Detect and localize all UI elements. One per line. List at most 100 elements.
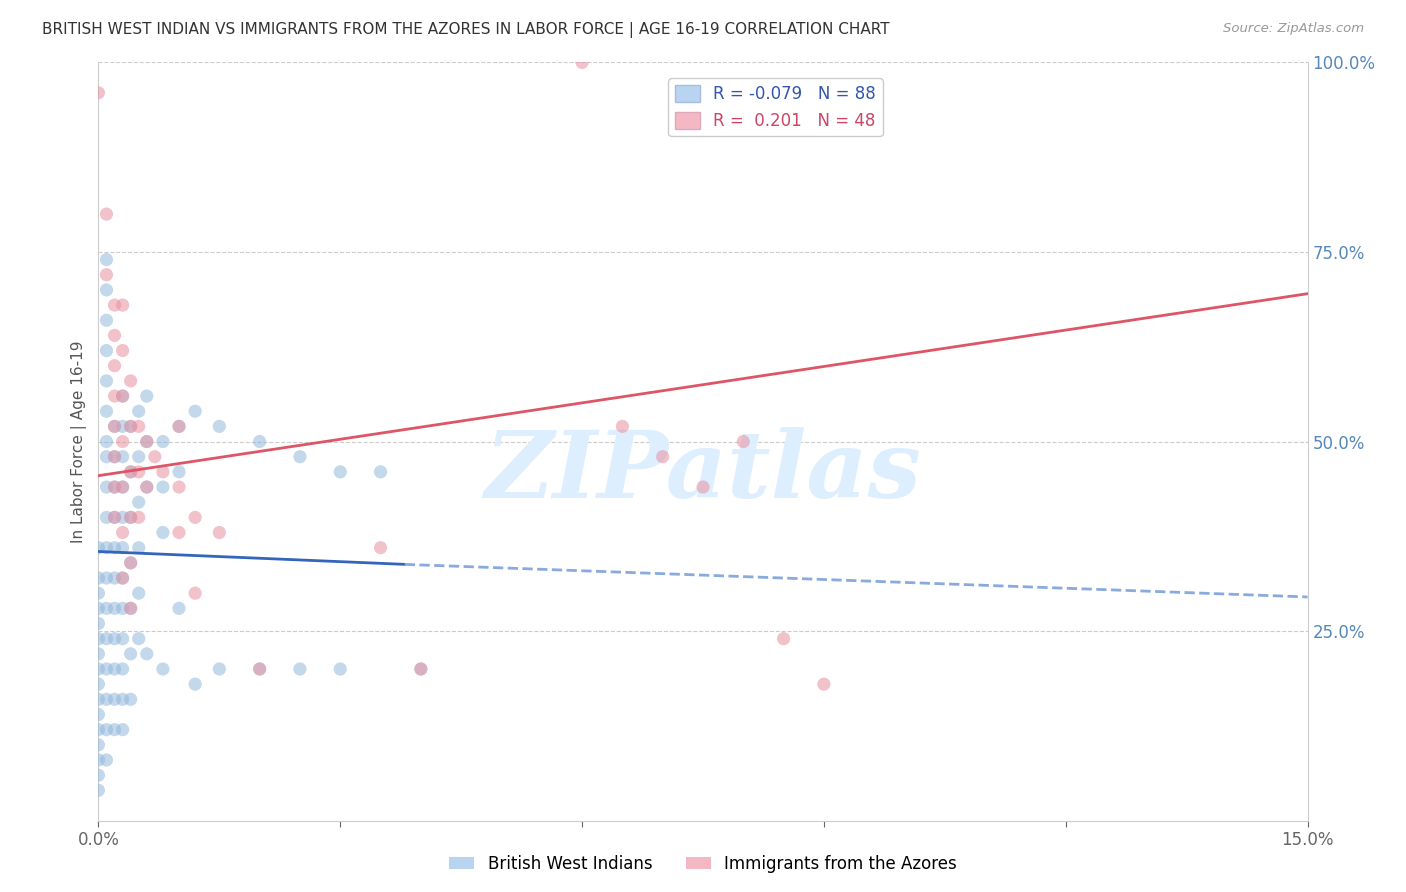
Point bbox=[103, 510, 125, 524]
Point bbox=[152, 480, 174, 494]
Point bbox=[208, 419, 231, 434]
Point bbox=[96, 252, 118, 267]
Point bbox=[103, 541, 125, 555]
Point bbox=[571, 55, 593, 70]
Point bbox=[103, 328, 125, 343]
Point bbox=[103, 450, 125, 464]
Point bbox=[96, 313, 118, 327]
Point bbox=[87, 662, 110, 676]
Point bbox=[87, 738, 110, 752]
Point bbox=[111, 525, 134, 540]
Point bbox=[96, 434, 118, 449]
Point bbox=[111, 571, 134, 585]
Point bbox=[772, 632, 794, 646]
Point bbox=[111, 692, 134, 706]
Point bbox=[249, 434, 271, 449]
Point bbox=[96, 510, 118, 524]
Point bbox=[128, 510, 150, 524]
Point bbox=[128, 586, 150, 600]
Point bbox=[103, 510, 125, 524]
Point bbox=[96, 571, 118, 585]
Point bbox=[152, 525, 174, 540]
Point bbox=[103, 450, 125, 464]
Point bbox=[111, 419, 134, 434]
Point bbox=[167, 480, 190, 494]
Point bbox=[288, 662, 311, 676]
Point bbox=[128, 404, 150, 418]
Point bbox=[120, 556, 142, 570]
Point bbox=[103, 632, 125, 646]
Point bbox=[120, 419, 142, 434]
Point bbox=[103, 601, 125, 615]
Point bbox=[135, 480, 157, 494]
Point bbox=[120, 419, 142, 434]
Point bbox=[96, 753, 118, 767]
Point bbox=[103, 480, 125, 494]
Point bbox=[152, 434, 174, 449]
Point bbox=[184, 586, 207, 600]
Point bbox=[120, 647, 142, 661]
Point bbox=[87, 707, 110, 722]
Point bbox=[96, 404, 118, 418]
Legend: R = -0.079   N = 88, R =  0.201   N = 48: R = -0.079 N = 88, R = 0.201 N = 48 bbox=[668, 78, 883, 136]
Point bbox=[370, 541, 392, 555]
Point bbox=[96, 541, 118, 555]
Point bbox=[120, 510, 142, 524]
Point bbox=[152, 465, 174, 479]
Point bbox=[733, 434, 755, 449]
Point bbox=[120, 510, 142, 524]
Point bbox=[96, 268, 118, 282]
Text: Source: ZipAtlas.com: Source: ZipAtlas.com bbox=[1223, 22, 1364, 36]
Point bbox=[128, 419, 150, 434]
Point bbox=[87, 601, 110, 615]
Point bbox=[152, 662, 174, 676]
Point bbox=[120, 556, 142, 570]
Point bbox=[167, 465, 190, 479]
Point bbox=[87, 616, 110, 631]
Point bbox=[128, 495, 150, 509]
Point bbox=[111, 510, 134, 524]
Point bbox=[87, 541, 110, 555]
Point bbox=[167, 419, 190, 434]
Point bbox=[96, 662, 118, 676]
Point bbox=[120, 601, 142, 615]
Point bbox=[103, 389, 125, 403]
Point bbox=[208, 662, 231, 676]
Point bbox=[167, 601, 190, 615]
Point bbox=[370, 465, 392, 479]
Point bbox=[288, 450, 311, 464]
Point bbox=[111, 480, 134, 494]
Point bbox=[111, 480, 134, 494]
Point bbox=[96, 601, 118, 615]
Point bbox=[120, 465, 142, 479]
Point bbox=[111, 389, 134, 403]
Point bbox=[111, 298, 134, 312]
Point bbox=[96, 207, 118, 221]
Point bbox=[813, 677, 835, 691]
Point bbox=[135, 389, 157, 403]
Point bbox=[96, 692, 118, 706]
Point bbox=[409, 662, 432, 676]
Point bbox=[329, 465, 352, 479]
Point bbox=[120, 601, 142, 615]
Point bbox=[87, 692, 110, 706]
Point bbox=[249, 662, 271, 676]
Point bbox=[87, 753, 110, 767]
Point bbox=[111, 434, 134, 449]
Point bbox=[103, 419, 125, 434]
Point bbox=[87, 632, 110, 646]
Point bbox=[184, 510, 207, 524]
Point bbox=[612, 419, 634, 434]
Point bbox=[111, 662, 134, 676]
Point bbox=[167, 525, 190, 540]
Point bbox=[96, 343, 118, 358]
Point bbox=[103, 298, 125, 312]
Point bbox=[111, 601, 134, 615]
Point bbox=[184, 677, 207, 691]
Point bbox=[103, 662, 125, 676]
Point bbox=[135, 434, 157, 449]
Point bbox=[184, 404, 207, 418]
Point bbox=[167, 419, 190, 434]
Point bbox=[96, 450, 118, 464]
Point bbox=[111, 541, 134, 555]
